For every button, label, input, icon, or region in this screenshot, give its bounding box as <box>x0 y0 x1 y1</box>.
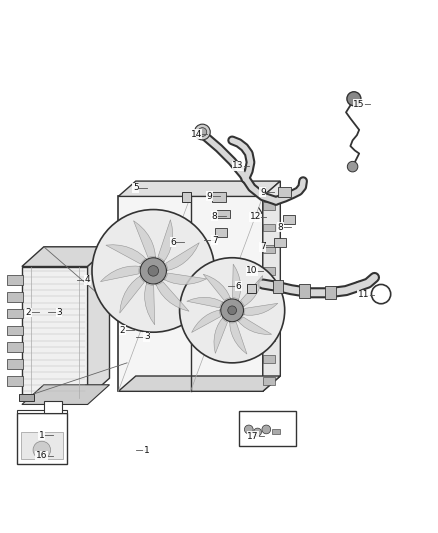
Text: 3: 3 <box>56 308 62 317</box>
Bar <box>215 228 227 237</box>
Bar <box>299 285 310 297</box>
Polygon shape <box>166 243 199 271</box>
Text: 17: 17 <box>247 432 259 440</box>
Bar <box>7 292 23 302</box>
Circle shape <box>262 425 271 434</box>
Polygon shape <box>155 282 189 311</box>
Text: 13: 13 <box>232 161 244 170</box>
Text: 8: 8 <box>212 212 218 221</box>
Polygon shape <box>145 281 155 325</box>
Polygon shape <box>214 317 227 353</box>
Polygon shape <box>187 297 224 308</box>
Bar <box>272 430 280 434</box>
Text: 16: 16 <box>36 451 47 460</box>
Bar <box>17 413 67 464</box>
Circle shape <box>140 258 166 284</box>
Circle shape <box>347 161 358 172</box>
Polygon shape <box>118 197 263 391</box>
Circle shape <box>194 124 210 140</box>
Polygon shape <box>22 385 110 405</box>
Polygon shape <box>158 220 173 263</box>
Circle shape <box>244 425 253 434</box>
Text: 1: 1 <box>39 431 45 440</box>
Polygon shape <box>120 275 144 313</box>
Bar <box>325 286 336 299</box>
Bar <box>263 268 275 275</box>
Text: 5: 5 <box>133 183 139 192</box>
Polygon shape <box>230 320 247 354</box>
Bar <box>19 394 34 401</box>
Polygon shape <box>242 303 278 315</box>
Bar <box>274 238 286 247</box>
Circle shape <box>254 428 261 436</box>
Text: 6: 6 <box>170 238 176 247</box>
Polygon shape <box>237 317 272 334</box>
Text: 9: 9 <box>206 192 212 201</box>
Polygon shape <box>88 247 110 398</box>
Polygon shape <box>233 264 240 302</box>
Text: 2: 2 <box>120 326 125 335</box>
Bar <box>263 333 275 341</box>
Bar <box>17 410 67 413</box>
Text: 8: 8 <box>277 223 283 231</box>
Polygon shape <box>118 376 280 391</box>
Bar <box>7 376 23 386</box>
Polygon shape <box>182 192 191 201</box>
Bar <box>263 201 275 209</box>
Circle shape <box>148 265 159 276</box>
Text: 15: 15 <box>353 100 365 109</box>
Polygon shape <box>100 266 142 281</box>
Bar <box>239 411 296 446</box>
Text: 11: 11 <box>358 290 369 300</box>
Bar <box>21 432 63 459</box>
Bar <box>7 275 23 285</box>
Circle shape <box>180 258 285 363</box>
Bar <box>263 377 275 385</box>
Bar <box>7 326 23 335</box>
Bar <box>263 223 275 231</box>
Circle shape <box>198 128 207 136</box>
Bar <box>44 401 62 413</box>
Bar <box>263 246 275 253</box>
Bar <box>7 359 23 369</box>
Text: 7: 7 <box>212 236 218 245</box>
Polygon shape <box>240 276 263 307</box>
Polygon shape <box>191 310 222 333</box>
Text: 14: 14 <box>191 130 202 139</box>
Bar <box>263 355 275 363</box>
Bar <box>263 311 275 319</box>
Polygon shape <box>22 247 110 266</box>
Circle shape <box>92 209 215 332</box>
Circle shape <box>347 92 361 106</box>
Bar <box>273 280 283 293</box>
Text: 1: 1 <box>144 446 150 455</box>
Text: 2: 2 <box>26 308 31 317</box>
Bar <box>263 289 275 297</box>
Polygon shape <box>134 221 156 259</box>
Text: 10: 10 <box>246 266 258 276</box>
Text: 12: 12 <box>250 212 261 221</box>
Circle shape <box>33 441 50 459</box>
Polygon shape <box>106 245 147 264</box>
Polygon shape <box>118 181 280 197</box>
Polygon shape <box>247 284 256 293</box>
Bar <box>7 309 23 319</box>
Text: 6: 6 <box>236 282 242 290</box>
Circle shape <box>221 299 244 322</box>
Bar <box>278 187 291 197</box>
Polygon shape <box>203 274 231 301</box>
Bar <box>217 209 230 219</box>
Text: 4: 4 <box>85 275 90 284</box>
Bar <box>283 215 295 223</box>
Bar <box>212 192 226 202</box>
Circle shape <box>228 306 237 314</box>
Text: 7: 7 <box>260 243 266 251</box>
Text: 9: 9 <box>260 188 266 197</box>
Bar <box>7 342 23 352</box>
Text: 3: 3 <box>144 332 150 341</box>
Polygon shape <box>22 266 88 398</box>
Polygon shape <box>162 273 207 285</box>
Polygon shape <box>263 181 280 391</box>
